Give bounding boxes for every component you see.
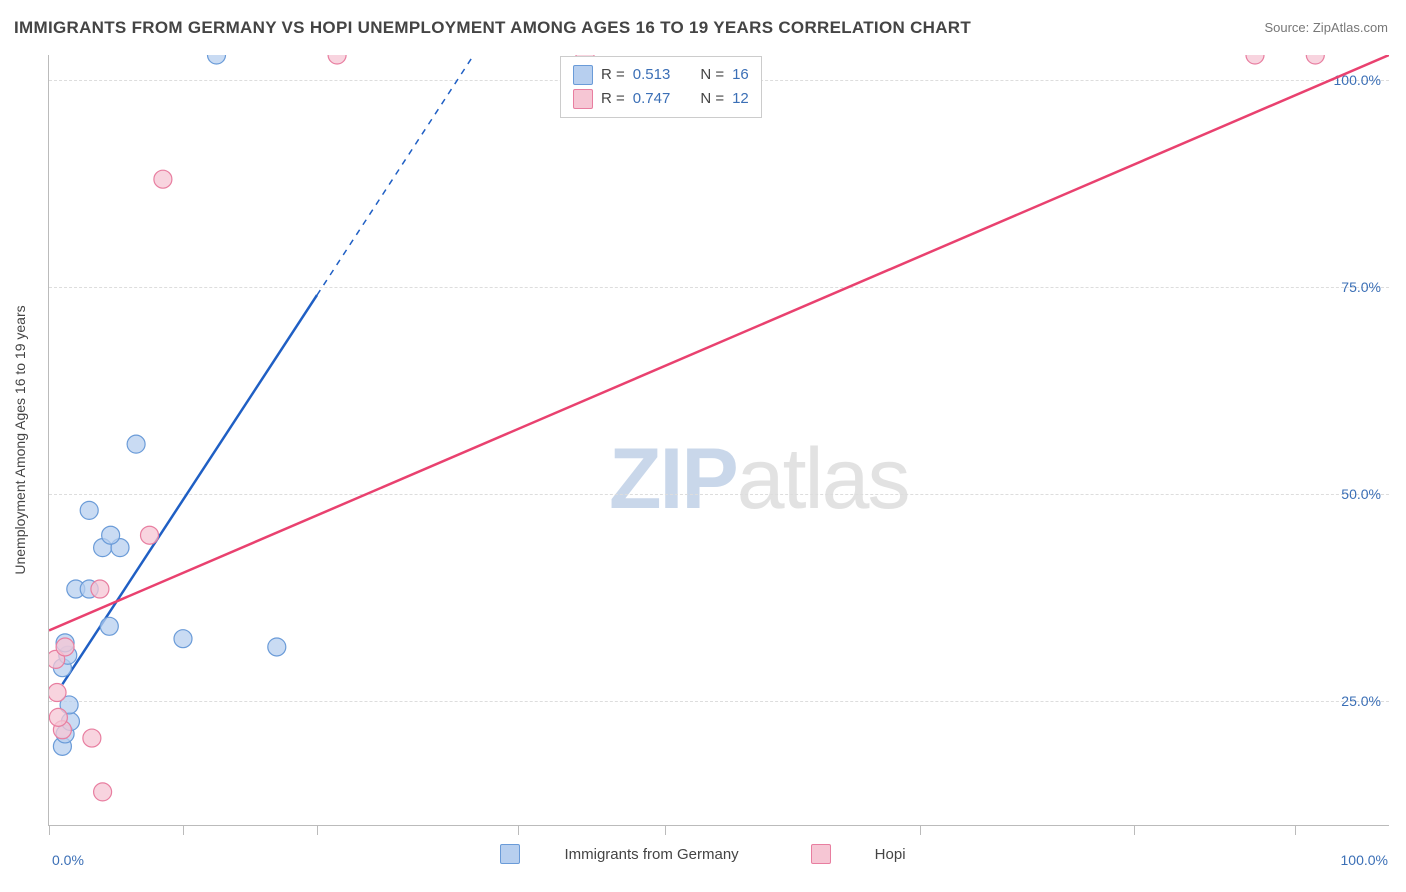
- gridline: [49, 287, 1389, 288]
- watermark-bold: ZIP: [609, 431, 737, 527]
- legend-series-label: Immigrants from Germany: [564, 846, 738, 863]
- data-point: [100, 617, 118, 635]
- data-point: [91, 580, 109, 598]
- data-point: [53, 721, 71, 739]
- data-point: [111, 539, 129, 557]
- data-point: [80, 501, 98, 519]
- data-point: [268, 638, 286, 656]
- legend-swatch: [811, 844, 831, 864]
- x-tick-max: 100.0%: [1341, 852, 1388, 868]
- regression-line-dashed: [317, 55, 485, 295]
- data-point: [1306, 55, 1324, 64]
- data-point: [56, 638, 74, 656]
- data-point: [83, 729, 101, 747]
- legend-n-label: N =: [700, 63, 724, 87]
- y-tick-label: 25.0%: [1341, 693, 1381, 709]
- data-point: [67, 580, 85, 598]
- gridline: [49, 701, 1389, 702]
- gridline: [49, 494, 1389, 495]
- legend-row: R = 0.747 N = 12: [573, 87, 749, 111]
- watermark: ZIPatlas: [609, 430, 908, 529]
- legend-r-value: 0.747: [633, 87, 671, 111]
- legend-series-item: Immigrants from Germany: [482, 844, 756, 864]
- legend-correlation: R = 0.513 N = 16 R = 0.747 N = 12: [560, 56, 762, 118]
- plot-area: ZIPatlas 25.0% 50.0% 75.0% 100.0%: [48, 55, 1389, 826]
- legend-n-value: 16: [732, 63, 749, 87]
- x-tick: [920, 825, 921, 835]
- chart-svg: [49, 55, 1389, 825]
- legend-series-label: Hopi: [875, 846, 906, 863]
- data-point: [102, 526, 120, 544]
- chart-title: IMMIGRANTS FROM GERMANY VS HOPI UNEMPLOY…: [14, 18, 971, 38]
- data-point: [56, 725, 74, 743]
- legend-r-label: R =: [601, 63, 625, 87]
- y-axis-label: Unemployment Among Ages 16 to 19 years: [12, 305, 28, 574]
- regression-line: [62, 295, 317, 684]
- data-point: [59, 646, 77, 664]
- data-point: [141, 526, 159, 544]
- legend-n-value: 12: [732, 87, 749, 111]
- x-tick: [49, 825, 50, 835]
- data-point: [94, 539, 112, 557]
- data-point: [174, 630, 192, 648]
- x-tick-min: 0.0%: [52, 852, 84, 868]
- legend-r-value: 0.513: [633, 63, 671, 87]
- data-point: [1246, 55, 1264, 64]
- data-point: [208, 55, 226, 64]
- source-label: Source: ZipAtlas.com: [1264, 20, 1388, 35]
- data-point: [328, 55, 346, 64]
- x-tick: [1295, 825, 1296, 835]
- data-point: [53, 737, 71, 755]
- legend-row: R = 0.513 N = 16: [573, 63, 749, 87]
- data-point: [49, 708, 67, 726]
- x-tick: [317, 825, 318, 835]
- legend-r-label: R =: [601, 87, 625, 111]
- y-tick-label: 50.0%: [1341, 486, 1381, 502]
- y-tick-label: 75.0%: [1341, 279, 1381, 295]
- legend-swatch: [573, 89, 593, 109]
- data-point: [56, 634, 74, 652]
- x-tick: [518, 825, 519, 835]
- data-point: [61, 713, 79, 731]
- legend-n-label: N =: [700, 87, 724, 111]
- data-point: [53, 659, 71, 677]
- legend-swatch: [573, 65, 593, 85]
- legend-series: Immigrants from Germany Hopi: [0, 844, 1406, 868]
- x-tick: [183, 825, 184, 835]
- watermark-rest: atlas: [737, 431, 909, 527]
- data-point: [154, 170, 172, 188]
- y-tick-label: 100.0%: [1334, 72, 1381, 88]
- data-point: [80, 580, 98, 598]
- regression-line: [49, 55, 1389, 630]
- data-point: [49, 650, 65, 668]
- legend-swatch: [500, 844, 520, 864]
- data-point: [94, 783, 112, 801]
- data-point: [49, 684, 66, 702]
- data-point: [60, 696, 78, 714]
- data-point: [127, 435, 145, 453]
- x-tick: [1134, 825, 1135, 835]
- legend-series-item: Hopi: [793, 844, 924, 864]
- x-tick: [665, 825, 666, 835]
